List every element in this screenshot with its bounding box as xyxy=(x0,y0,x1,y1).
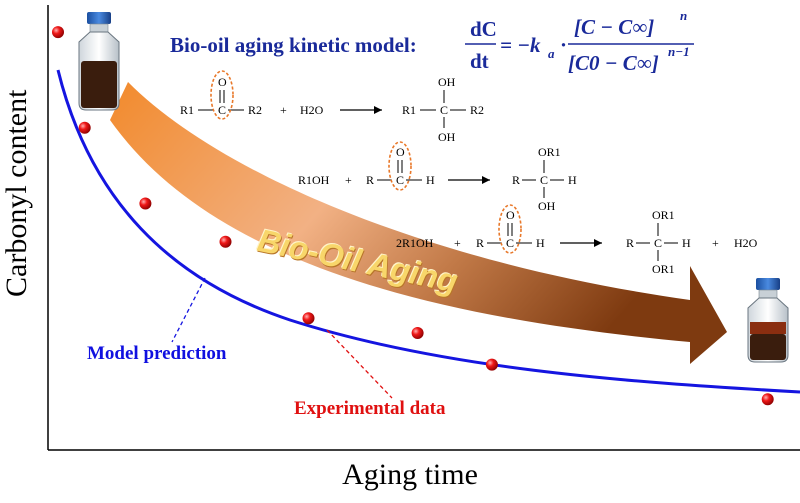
experimental-point-8 xyxy=(761,393,774,406)
experimental-point-4 xyxy=(219,235,232,248)
eq-numerator-exponent: n xyxy=(680,8,687,23)
r1-product-bottom: OH xyxy=(438,130,456,144)
r2-alcohol: R1OH xyxy=(298,173,330,187)
eq-denominator: [C0 − C∞] xyxy=(568,51,659,75)
r3-alcohol: 2R1OH xyxy=(396,236,434,250)
r2-product-right: H xyxy=(568,173,577,187)
r2-product-left: R xyxy=(512,173,520,187)
r1-product-top: OH xyxy=(438,75,456,89)
r1-oxygen: O xyxy=(218,75,227,89)
experimental-point-3 xyxy=(139,197,152,210)
experimental-data-label: Experimental data xyxy=(294,398,446,419)
experimental-point-5 xyxy=(302,312,315,325)
r2-carbonyl-highlight xyxy=(388,141,412,191)
r1-water: H2O xyxy=(300,103,324,117)
experimental-point-6 xyxy=(411,327,424,339)
aging-arrow xyxy=(110,82,727,364)
experimental-leader-line xyxy=(326,329,393,399)
eq-lhs-numerator: dC xyxy=(470,17,497,41)
equation-title: Bio-oil aging kinetic model: xyxy=(170,33,417,57)
eq-dot: · xyxy=(560,33,567,57)
r1-product-left: R1 xyxy=(402,103,416,117)
r3-hydrogen: H xyxy=(536,236,545,250)
kinetic-equation: dC dt = −k a · [C − C∞] n [C0 − C∞] n−1 xyxy=(465,8,694,75)
r3-product-left: R xyxy=(626,236,634,250)
experimental-point-7 xyxy=(485,358,498,371)
r2-oxygen: O xyxy=(396,145,405,159)
r2-product-carbon: C xyxy=(540,173,548,187)
r1-product-right: R2 xyxy=(470,103,484,117)
bottle-aged-icon xyxy=(747,278,789,363)
r1-plus: + xyxy=(280,103,287,117)
r1-reactant-right: R2 xyxy=(248,103,262,117)
reaction-1: R1 C R2 O + H2O R1 C R2 OH OH xyxy=(180,70,484,144)
r1-carbonyl-highlight xyxy=(210,70,234,120)
r3-water: H2O xyxy=(734,236,758,250)
bottle-fresh-icon xyxy=(78,12,120,111)
r3-r-group: R xyxy=(476,236,484,250)
r2-product-bottom: OH xyxy=(538,199,556,213)
r3-product-carbon: C xyxy=(654,236,662,250)
experimental-point-2 xyxy=(78,121,91,134)
experimental-points xyxy=(52,26,774,406)
r2-hydrogen: H xyxy=(426,173,435,187)
eq-denominator-exponent: n−1 xyxy=(668,44,690,59)
r2-product-top: OR1 xyxy=(538,145,561,159)
r2-r-group: R xyxy=(366,173,374,187)
r3-carbon: C xyxy=(506,236,514,250)
r3-product-top: OR1 xyxy=(652,208,675,222)
reaction-3: 2R1OH + R C H O R C H OR1 OR1 + H2O xyxy=(396,204,758,276)
eq-minus-k: = −k xyxy=(500,33,541,57)
r1-carbon: C xyxy=(218,103,226,117)
r3-carbonyl-highlight xyxy=(498,204,522,254)
eq-lhs-denominator: dt xyxy=(470,49,489,73)
r3-product-bottom: OR1 xyxy=(652,262,675,276)
r2-carbon: C xyxy=(396,173,404,187)
r3-plus-2: + xyxy=(712,236,719,250)
r2-plus: + xyxy=(345,173,352,187)
eq-k-subscript: a xyxy=(548,46,555,61)
y-axis-label: Carbonyl content xyxy=(0,89,33,297)
r3-product-right: H xyxy=(682,236,691,250)
r3-oxygen: O xyxy=(506,208,515,222)
model-prediction-label: Model prediction xyxy=(87,343,227,364)
r3-plus: + xyxy=(454,236,461,250)
r1-product-carbon: C xyxy=(440,103,448,117)
model-leader-line xyxy=(171,277,206,343)
r1-reactant-left: R1 xyxy=(180,103,194,117)
x-axis-label: Aging time xyxy=(342,458,478,491)
model-prediction-curve xyxy=(56,69,800,394)
experimental-point-1 xyxy=(52,26,64,39)
eq-numerator: [C − C∞] xyxy=(574,15,654,39)
reaction-2: R1OH + R C H O R C H OR1 OH xyxy=(298,141,577,213)
